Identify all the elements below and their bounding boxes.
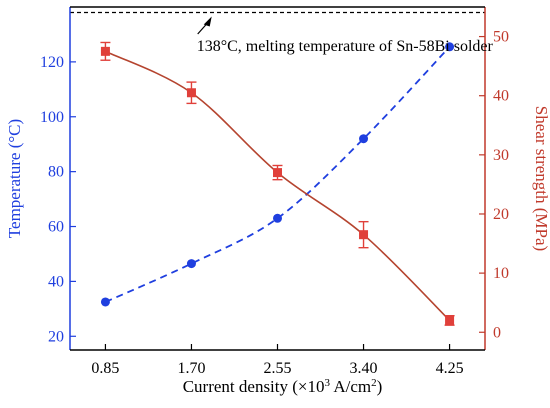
left-y-tick-label: 120 (40, 54, 64, 71)
shear-strength-point (445, 315, 455, 325)
right-y-ticks: 0 10 20 30 40 50 (479, 29, 509, 341)
shear-strength-line (105, 50, 451, 321)
left-y-tick-label: 80 (48, 164, 64, 181)
left-y-tick-label: 100 (40, 109, 64, 126)
x-tick-label: 0.85 (91, 360, 119, 377)
x-tick-label: 3.40 (350, 360, 378, 377)
x-axis-title-main: Current density (×10 (183, 377, 325, 396)
x-tick-label: 2.55 (264, 360, 292, 377)
shear-strength-point (359, 230, 369, 240)
x-axis-title: Current density (×103 A/cm2) (183, 377, 383, 396)
right-y-tick-label: 40 (493, 88, 509, 105)
shear-strength-point (100, 46, 110, 56)
right-y-tick-label: 50 (493, 29, 509, 46)
right-y-tick-label: 10 (493, 265, 509, 282)
shear-strength-point (273, 168, 282, 178)
right-y-tick-label: 0 (493, 324, 501, 341)
x-axis-title-sup: 3 (325, 377, 331, 389)
temperature-point (359, 134, 369, 144)
right-y-tick-label: 30 (493, 147, 509, 164)
temperature-point (273, 213, 282, 223)
x-axis-title-end: ) (377, 377, 383, 396)
temperature-point (186, 259, 196, 269)
shear-strength-point (186, 88, 196, 98)
left-y-axis-title: Temperature (°C) (5, 119, 24, 238)
temperature-point (100, 297, 110, 307)
x-tick-label: 4.25 (436, 360, 464, 377)
x-ticks: 0.85 1.70 2.55 3.40 4.25 (91, 344, 464, 377)
x-axis-title-sup2: 2 (371, 377, 377, 389)
left-y-tick-label: 20 (48, 328, 64, 345)
temperature-point (445, 42, 455, 52)
x-axis-title-mid: A/cm (330, 377, 371, 396)
annotation-arrowhead (203, 16, 212, 27)
left-y-tick-label: 60 (48, 219, 64, 236)
right-y-axis-title: Shear strength (MPa) (532, 106, 550, 251)
right-y-tick-label: 20 (493, 206, 509, 223)
left-y-ticks: 20 40 60 80 100 120 (40, 54, 76, 345)
temperature-line (105, 46, 451, 303)
x-tick-label: 1.70 (177, 360, 205, 377)
left-y-tick-label: 40 (48, 273, 64, 290)
temperature-series (100, 42, 455, 307)
annotation-text: 138°C, melting temperature of Sn-58Bi so… (197, 38, 494, 55)
shear-strength-series (100, 41, 455, 326)
